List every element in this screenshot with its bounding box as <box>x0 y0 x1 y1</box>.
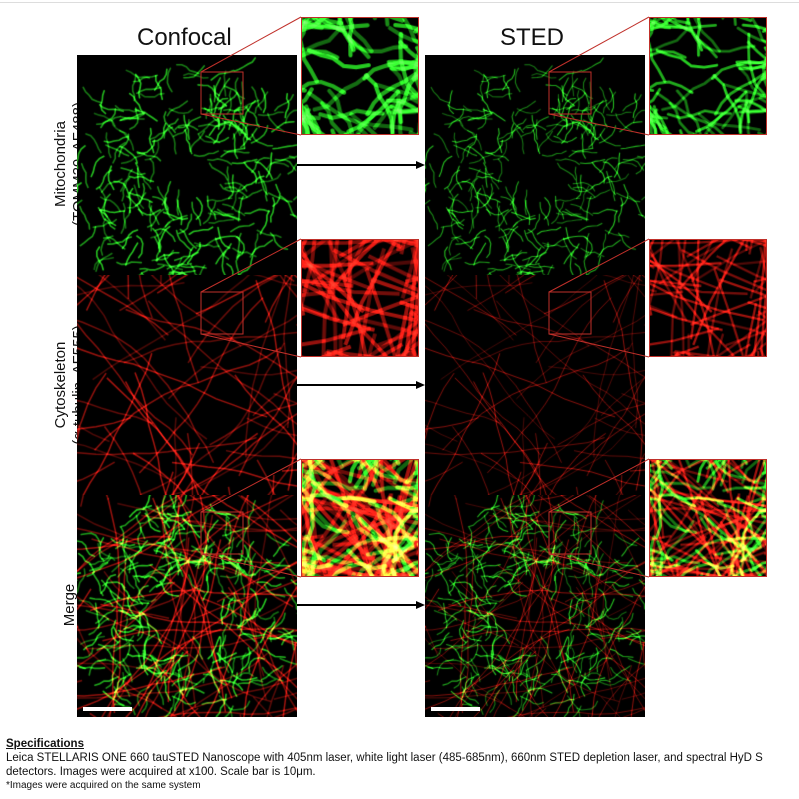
inset-sted-red <box>649 239 767 357</box>
row-label-line1: Cytoskeleton <box>52 341 69 429</box>
specifications-text: Leica STELLARIS ONE 660 tauSTED Nanoscop… <box>6 752 763 778</box>
inset-sted-merge <box>649 459 767 577</box>
arrowhead-icon <box>416 161 425 169</box>
specifications: Specifications Leica STELLARIS ONE 660 t… <box>6 737 796 793</box>
inset-confocal-green <box>301 17 419 135</box>
inset-sted-green <box>649 17 767 135</box>
micrograph-confocal-red <box>77 275 297 497</box>
column-title-sted: STED <box>500 24 565 51</box>
inset-confocal-merge <box>301 459 419 577</box>
column-title-confocal: Confocal <box>137 24 232 51</box>
micrograph-sted-merge <box>425 495 645 717</box>
scale-bar-sted <box>431 707 480 711</box>
scale-bar-confocal <box>83 707 132 711</box>
micrograph-confocal-merge <box>77 495 297 717</box>
row-label-line1: Mitochondria <box>52 121 69 207</box>
micrograph-sted-red <box>425 275 645 497</box>
arrowhead-icon <box>416 381 425 389</box>
arrowhead-icon <box>416 601 425 609</box>
inset-confocal-red <box>301 239 419 357</box>
micrograph-confocal-green <box>77 55 297 277</box>
specifications-heading: Specifications <box>6 738 84 750</box>
specifications-note: *Images were acquired on the same system <box>6 780 201 791</box>
top-divider <box>0 2 799 3</box>
micrograph-sted-green <box>425 55 645 277</box>
